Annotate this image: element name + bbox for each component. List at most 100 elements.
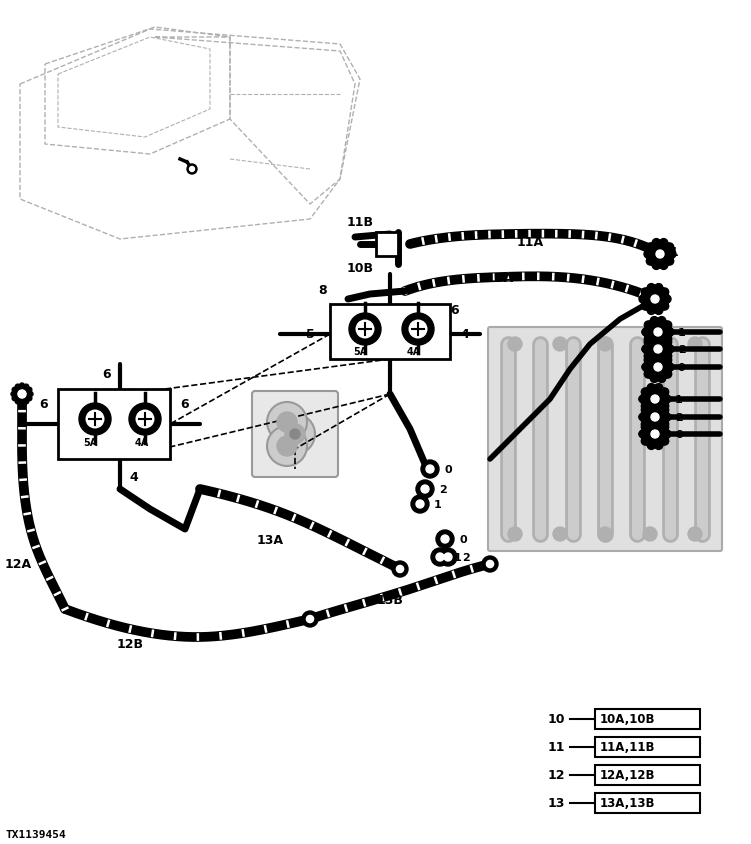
Circle shape [661,388,668,397]
Circle shape [661,303,668,311]
Circle shape [664,356,671,365]
Circle shape [666,364,674,371]
Circle shape [277,436,297,457]
Circle shape [136,411,154,428]
Circle shape [648,289,653,295]
Circle shape [663,396,671,403]
Circle shape [666,328,674,337]
Circle shape [688,528,702,541]
Circle shape [646,241,674,268]
Circle shape [668,251,676,259]
Text: 2: 2 [462,552,469,562]
Text: 6: 6 [40,398,48,411]
Circle shape [436,530,454,549]
Circle shape [653,240,660,247]
Circle shape [650,248,655,253]
Circle shape [661,297,666,302]
Text: 2: 2 [675,413,683,423]
Text: TX1139454: TX1139454 [5,829,66,839]
Bar [595,709,700,729]
Circle shape [641,388,650,397]
Circle shape [665,257,670,262]
Circle shape [641,420,650,429]
Text: 11B: 11B [346,216,373,230]
Text: 13B: 13B [376,592,403,606]
Text: 12B: 12B [116,638,143,651]
Circle shape [267,426,307,467]
Circle shape [416,500,424,508]
Circle shape [663,414,671,421]
Text: 5A: 5A [353,347,367,356]
Circle shape [655,425,662,433]
Text: 11: 11 [547,741,565,754]
Circle shape [641,289,650,296]
Circle shape [644,336,672,364]
Circle shape [651,430,659,439]
Circle shape [650,340,659,348]
Circle shape [688,338,702,352]
Circle shape [658,340,665,348]
Circle shape [645,301,650,306]
Circle shape [644,353,653,360]
Circle shape [553,528,567,541]
Circle shape [436,554,444,561]
Bar [376,233,398,257]
Text: 5A: 5A [83,437,97,447]
Circle shape [290,430,300,440]
Circle shape [664,322,671,329]
Bar [595,737,700,757]
Text: 6: 6 [451,303,460,316]
Circle shape [659,262,668,270]
Circle shape [650,357,659,365]
Circle shape [15,387,29,402]
Circle shape [641,303,650,311]
Circle shape [661,424,668,431]
Circle shape [426,465,434,473]
Circle shape [482,556,498,572]
Circle shape [644,338,653,347]
Circle shape [27,387,32,392]
Circle shape [13,386,31,403]
Circle shape [665,248,670,253]
Circle shape [285,425,305,445]
Circle shape [15,399,20,404]
Circle shape [666,345,674,354]
Circle shape [651,295,659,304]
Circle shape [402,314,434,345]
Text: 0: 0 [675,430,683,440]
Circle shape [641,424,650,431]
Circle shape [11,392,16,397]
Circle shape [647,384,656,392]
Circle shape [644,297,649,302]
Circle shape [647,307,656,315]
Circle shape [653,306,657,311]
Circle shape [655,307,662,315]
Circle shape [662,260,667,264]
Text: 8: 8 [318,284,327,296]
Circle shape [663,430,671,439]
Circle shape [653,245,658,250]
Circle shape [356,321,374,338]
Circle shape [647,244,654,252]
Circle shape [660,301,665,306]
Circle shape [665,244,674,252]
Text: 0: 0 [444,464,451,474]
Circle shape [652,296,659,303]
Circle shape [639,396,647,403]
Circle shape [277,413,297,432]
Circle shape [349,314,381,345]
Text: 13A: 13A [257,533,283,546]
Circle shape [644,356,653,365]
Text: 1: 1 [675,394,683,404]
Text: 10: 10 [547,712,565,726]
Text: 1: 1 [434,500,442,510]
Circle shape [661,437,668,446]
Circle shape [649,252,654,257]
Circle shape [431,549,449,566]
Text: 12A,12B: 12A,12B [600,769,656,782]
Circle shape [644,322,653,329]
FancyBboxPatch shape [252,392,338,478]
Circle shape [643,338,657,352]
Circle shape [642,328,650,337]
Circle shape [641,403,650,410]
